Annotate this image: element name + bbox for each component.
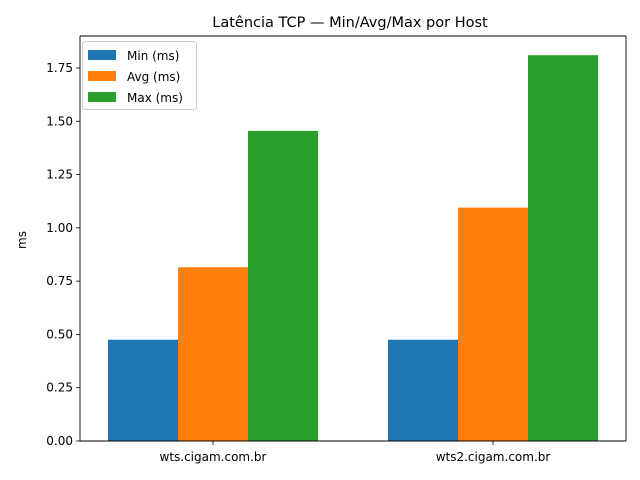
- legend-swatch-2: [88, 92, 116, 102]
- y-axis-label: ms: [15, 231, 29, 249]
- y-tick-label: 0.25: [46, 381, 73, 395]
- bar-min-0: [108, 339, 178, 441]
- legend: Min (ms) Avg (ms) Max (ms): [82, 41, 197, 110]
- y-tick-label: 1.50: [46, 114, 73, 128]
- bars-group: [108, 55, 598, 442]
- y-tick-label: 0.75: [46, 274, 73, 288]
- x-tick-label: wts2.cigam.com.br: [436, 450, 551, 464]
- chart-title: Latência TCP — Min/Avg/Max por Host: [212, 15, 488, 31]
- x-tick-label: wts.cigam.com.br: [160, 450, 267, 464]
- y-tick-label: 1.00: [46, 221, 73, 235]
- axes-group: 0.00 0.25 0.50 0.75 1.00 1.25 1.50 1.75 wts.ciga…: [46, 35, 627, 464]
- y-tick-label: 1.25: [46, 168, 73, 182]
- y-tick-label: 0.00: [46, 434, 73, 448]
- bar-min-1: [388, 339, 458, 441]
- legend-swatch-0: [88, 50, 116, 60]
- y-tick-label: 1.75: [46, 61, 73, 75]
- legend-swatch-1: [88, 71, 116, 81]
- bar-max-0: [248, 130, 318, 441]
- legend-label: Max (ms): [127, 91, 183, 105]
- bar-max-1: [528, 55, 598, 442]
- bar-avg-0: [178, 267, 248, 441]
- bar-avg-1: [458, 207, 528, 441]
- legend-label: Avg (ms): [127, 70, 180, 84]
- legend-label: Min (ms): [127, 49, 179, 63]
- y-tick-label: 0.50: [46, 327, 73, 341]
